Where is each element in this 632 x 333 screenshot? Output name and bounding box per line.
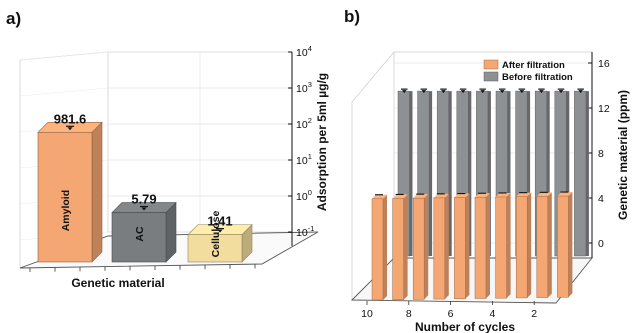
bar-after-top xyxy=(516,192,532,197)
x-tick-label: 10 xyxy=(361,308,373,320)
error-marker xyxy=(519,90,525,94)
bar-after-filtration xyxy=(412,197,425,300)
bar-after-top xyxy=(454,193,470,198)
error-marker xyxy=(217,229,223,233)
y-tick-label: 16 xyxy=(598,58,610,70)
bar-after-side xyxy=(527,192,532,298)
bar-after-side xyxy=(486,193,490,299)
bar-after-top xyxy=(557,192,573,197)
error-marker xyxy=(578,90,583,94)
bar-after-side xyxy=(383,194,387,300)
y-tick-label: 12 xyxy=(598,103,610,115)
x-tick-label: 2 xyxy=(531,308,537,320)
data-label-cellulose: 1.41 xyxy=(207,214,232,229)
side-wall-top xyxy=(351,51,395,103)
panel-a-label: a) xyxy=(6,9,21,28)
x-axis-title: Genetic material xyxy=(71,276,164,290)
y-tick-label: 104 xyxy=(296,44,312,59)
data-label-amyloid: 981.6 xyxy=(54,111,87,126)
bar-before-side xyxy=(468,91,472,256)
bar-after-filtration xyxy=(474,197,487,299)
bar-after-top xyxy=(372,194,387,199)
bar-ac xyxy=(111,212,167,263)
floor xyxy=(350,257,593,304)
bar-before-side xyxy=(527,91,531,256)
bar-after-filtration xyxy=(392,198,404,300)
x-tick-label: 6 xyxy=(448,308,454,320)
y-tick-label: 10-1 xyxy=(296,224,314,239)
bar-after-side xyxy=(424,194,429,300)
legend-label: Before filtration xyxy=(502,72,573,83)
category-label-ac: AC xyxy=(134,226,146,242)
bar-before-side xyxy=(507,91,511,256)
y-tick-label: 103 xyxy=(296,80,312,95)
bar-after-top xyxy=(392,194,408,199)
bar-after-filtration xyxy=(454,197,466,300)
legend-swatch xyxy=(483,59,499,70)
panel-b-label: b) xyxy=(344,7,360,26)
y-tick-label: 0 xyxy=(598,238,604,250)
error-marker xyxy=(421,90,427,94)
bar-after-filtration xyxy=(536,196,549,298)
bar-cellulose xyxy=(187,234,243,263)
error-marker xyxy=(67,127,73,131)
bar-after-filtration xyxy=(557,195,569,298)
legend-swatch xyxy=(483,71,499,82)
gridline-side xyxy=(19,51,109,61)
legend-label: After filtration xyxy=(502,60,565,71)
bar-after-side xyxy=(568,192,573,298)
error-marker xyxy=(402,90,407,94)
bar-before-side xyxy=(429,91,433,256)
bar-before-side xyxy=(487,91,491,256)
y-tick-label: 100 xyxy=(296,188,312,203)
x-tick-label: 4 xyxy=(489,308,495,320)
bar-after-top xyxy=(433,193,449,198)
error-marker xyxy=(500,90,505,94)
bar-after-side xyxy=(547,192,552,298)
panel-b-chart: 0 4 8 12 16 Genetic material (ppm) 10 8 6 4 2 Numbe… xyxy=(350,51,630,333)
y-tick-label: 4 xyxy=(598,193,604,205)
bar-after-side xyxy=(465,193,470,299)
bar-after-top xyxy=(413,194,429,199)
y-tick-label: 101 xyxy=(296,152,312,167)
error-marker xyxy=(480,90,485,94)
bar-side-amyloid xyxy=(91,121,103,263)
error-marker xyxy=(460,90,466,94)
bar-after-filtration xyxy=(433,197,446,300)
data-label-ac: 5.79 xyxy=(131,192,156,207)
x-tick-label: 8 xyxy=(406,308,412,320)
category-label-cellulose: Cellulose xyxy=(210,211,222,258)
x-axis-title: Number of cycles xyxy=(415,320,515,333)
bar-after-top xyxy=(495,192,511,197)
error-marker xyxy=(141,207,147,211)
bar-after-filtration xyxy=(495,196,507,299)
y-tick-label: 8 xyxy=(598,148,604,160)
bar-before-side xyxy=(585,91,589,256)
bar-after-filtration xyxy=(371,198,384,301)
error-marker xyxy=(558,90,564,94)
bar-before-side xyxy=(546,91,550,256)
error-marker xyxy=(539,90,544,94)
bar-after-side xyxy=(403,194,408,300)
bar-before-side xyxy=(409,91,413,256)
bar-after-side xyxy=(506,192,511,299)
category-label-amyloid: Amyloid xyxy=(60,190,72,231)
bar-before-filtration xyxy=(574,90,587,257)
bar-after-filtration xyxy=(515,196,528,299)
bar-before-side xyxy=(448,91,452,256)
y-axis-title: Genetic material (ppm) xyxy=(616,90,630,220)
bar-amyloid xyxy=(37,131,93,263)
y-tick-label: 102 xyxy=(296,116,312,131)
bar-before-side xyxy=(566,91,570,256)
error-marker xyxy=(441,90,446,94)
y-axis-title: Adsorption per 5ml µg/g xyxy=(315,73,329,211)
bar-after-side xyxy=(444,193,449,300)
gridline-side xyxy=(19,87,109,97)
bar-after-top xyxy=(475,193,490,198)
bar-after-top xyxy=(536,192,552,197)
